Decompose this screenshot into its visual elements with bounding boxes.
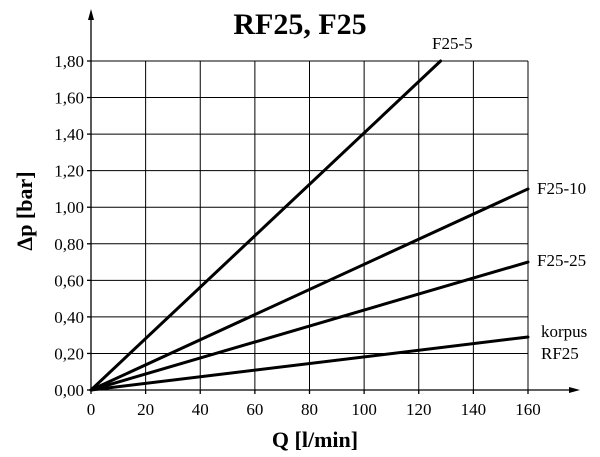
- grid: [91, 60, 529, 390]
- x-tick-label: 140: [461, 400, 487, 419]
- x-tick-label: 20: [137, 400, 154, 419]
- y-axis-label: Δp [bar]: [12, 171, 37, 250]
- series-label: korpus RF25: [541, 322, 587, 363]
- series-label: F25-5: [432, 34, 473, 53]
- x-tick-label: 60: [246, 400, 263, 419]
- y-tick-label: 1,80: [54, 52, 84, 71]
- y-tick-label: 0,80: [54, 235, 84, 254]
- y-tick-label: 0,20: [54, 344, 84, 363]
- series-line-f25-10: [89, 187, 530, 392]
- series-line-korpus-rf25: [89, 335, 530, 392]
- x-tick-label: 120: [406, 400, 432, 419]
- x-axis-arrow: [569, 387, 580, 393]
- x-tick-label: 40: [192, 400, 209, 419]
- y-tick-label: 0,40: [54, 308, 84, 327]
- y-tick-label: 0,60: [54, 271, 84, 290]
- series-lines: [89, 59, 530, 392]
- y-tick-label: 1,40: [54, 125, 84, 144]
- x-tick-labels: 0 20 40 60 80 100 120 140 160: [87, 400, 541, 419]
- x-tick-label: 160: [515, 400, 541, 419]
- x-tick-label: 80: [301, 400, 318, 419]
- y-tick-label: 1,60: [54, 89, 84, 108]
- series-labels: F25-5 F25-10 F25-25 korpus RF25: [432, 34, 587, 363]
- series-label: F25-10: [537, 179, 586, 198]
- axes: [87, 9, 580, 394]
- y-tick-label: 1,00: [54, 198, 84, 217]
- series-line-f25-5: [89, 59, 443, 392]
- x-tick-label: 0: [87, 400, 96, 419]
- y-axis-arrow: [88, 9, 94, 20]
- series-line-f25-25: [89, 260, 530, 392]
- x-axis-label: Q [l/min]: [272, 427, 358, 452]
- series-label: F25-25: [537, 251, 586, 270]
- chart-title: RF25, F25: [233, 8, 366, 41]
- y-tick-label: 1,20: [54, 162, 84, 181]
- y-tick-labels: 0,00 0,20 0,40 0,60 0,80 1,00 1,20 1,40 1,60 1,80: [54, 52, 84, 400]
- x-tick-label: 100: [351, 400, 377, 419]
- y-tick-label: 0,00: [54, 381, 84, 400]
